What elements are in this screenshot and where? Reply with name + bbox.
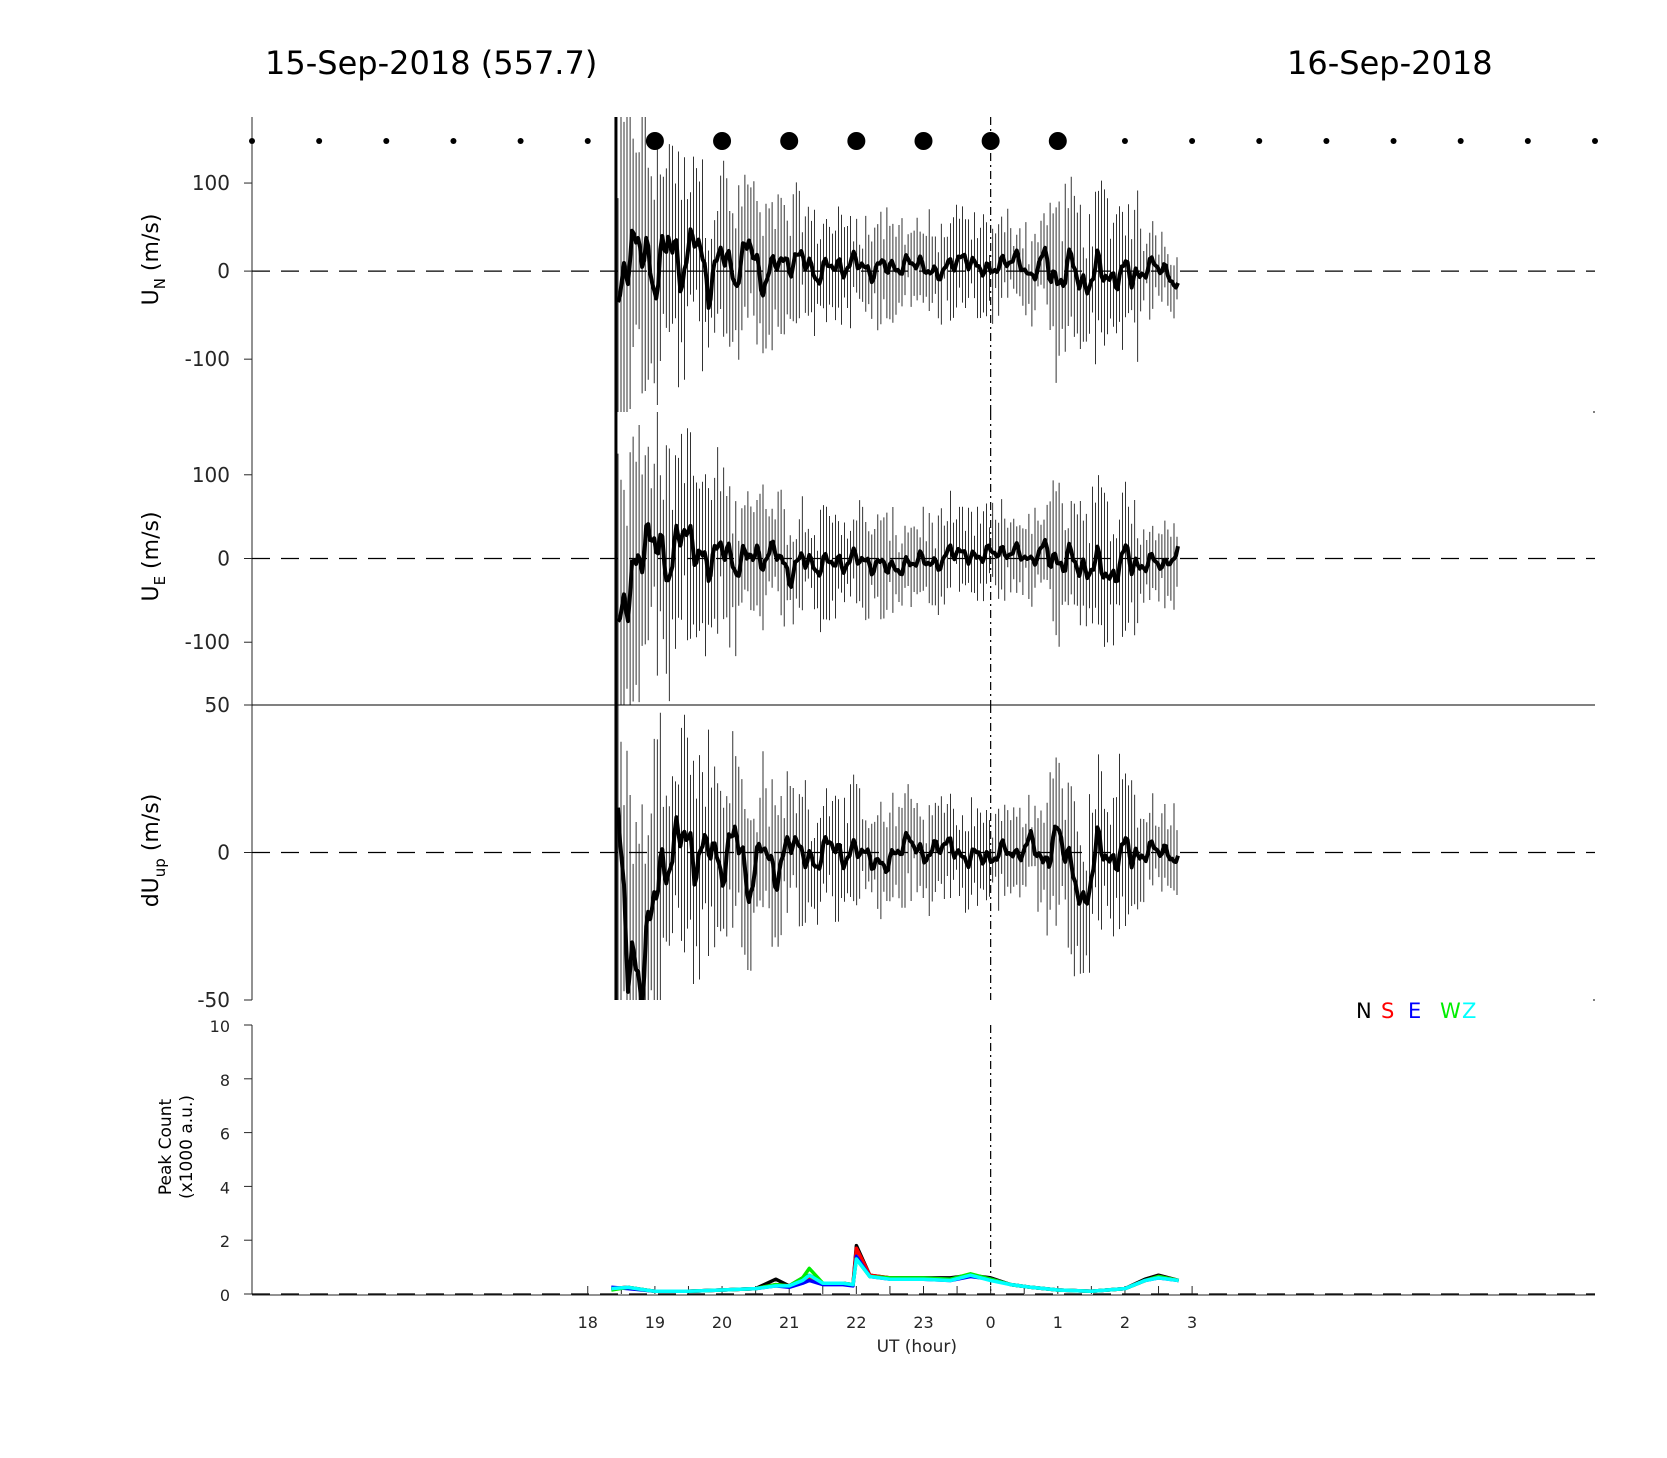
y-tick-label: 8: [220, 1071, 230, 1090]
hour-dot-small: [1189, 138, 1196, 144]
data-layer: [614, 412, 1180, 705]
x-tick-label: 23: [913, 1313, 933, 1332]
y-tick-label: 10: [210, 1017, 230, 1036]
x-tick-label: 20: [712, 1313, 732, 1332]
x-tick-label: 18: [578, 1313, 598, 1332]
hour-dot-large: [780, 132, 799, 150]
series-n: [611, 1243, 1180, 1294]
legend-item-s: S: [1381, 999, 1394, 1023]
series-e: [611, 1254, 1179, 1294]
y-tick-label: 4: [220, 1178, 230, 1197]
hour-dot-small: [1323, 138, 1330, 144]
hour-dot-large: [847, 132, 866, 150]
data-layer: [614, 117, 1180, 412]
y-tick-label: 0: [217, 841, 230, 865]
error-bars: [617, 412, 1178, 705]
panel-ue: 100 0 -100 UE (m/s): [139, 412, 1595, 705]
x-tick-label: 19: [645, 1313, 665, 1332]
panel-un: 100 0 -100 UN (m/s): [139, 117, 1598, 413]
y-axis-label-units: (x1000 a.u.): [177, 1095, 197, 1199]
hour-dot-large: [713, 132, 732, 150]
y-tick-label: 50: [205, 693, 230, 717]
panel-dup: 50 0 -50 dUup (m/s): [139, 693, 1595, 1012]
y-tick-label: -50: [197, 988, 230, 1012]
series-z: [611, 1257, 1179, 1294]
x-tick-label: 2: [1120, 1313, 1130, 1332]
legend-item-w: W: [1440, 999, 1461, 1023]
error-bars: [617, 705, 1178, 1000]
y-axis-label: UE (m/s): [139, 511, 169, 601]
legend-item-e: E: [1408, 999, 1421, 1023]
y-axis-label: dUup (m/s): [139, 794, 169, 908]
series-w: [611, 1257, 1180, 1294]
hour-dot-small: [517, 138, 524, 144]
hour-dot-small: [1592, 138, 1598, 144]
hour-dot-large: [981, 132, 1000, 150]
x-axis-label: UT (hour): [877, 1337, 957, 1357]
x-tick-label: 21: [779, 1313, 799, 1332]
hour-dot-small: [450, 138, 457, 144]
hour-dot-small: [383, 138, 390, 144]
series-line: [616, 227, 1180, 310]
hour-dot-small: [1390, 138, 1397, 144]
y-tick-label: 100: [192, 171, 230, 195]
legend-item-z: Z: [1462, 999, 1476, 1023]
x-tick-label: 3: [1187, 1313, 1197, 1332]
series-s: [611, 1246, 1180, 1294]
y-axis-label: Peak Count: [156, 1099, 176, 1196]
hour-dot-large: [645, 132, 664, 150]
hour-dot-small: [249, 138, 255, 144]
hour-dot-small: [316, 138, 323, 144]
header-left-date: 15-Sep-2018 (557.7): [265, 44, 598, 82]
y-tick-label: 100: [192, 463, 230, 487]
data-layer: [614, 705, 1180, 1000]
y-tick-label: 0: [217, 259, 230, 283]
y-tick-label: 2: [220, 1232, 230, 1251]
hour-dot-small: [1121, 138, 1128, 144]
y-tick-label: 0: [220, 1286, 230, 1305]
hour-dot-small: [584, 138, 591, 144]
hour-dot-small: [1256, 138, 1263, 144]
y-tick-label: -100: [185, 630, 230, 654]
x-tick-label: 22: [846, 1313, 866, 1332]
series-line: [616, 522, 1180, 624]
legend-item-n: N: [1356, 999, 1372, 1023]
x-tick-label: 0: [986, 1313, 996, 1332]
hour-dot-small: [1457, 138, 1464, 144]
y-axis-label: UN (m/s): [139, 214, 169, 306]
y-tick-label: -100: [185, 347, 230, 371]
error-bars: [617, 117, 1178, 412]
hour-dot-large: [1048, 132, 1067, 150]
hour-dot-small: [1524, 138, 1531, 144]
series-line: [616, 807, 1180, 1000]
y-tick-label: 0: [217, 547, 230, 571]
x-tick-label: 1: [1053, 1313, 1063, 1332]
header-right-date: 16-Sep-2018: [1287, 44, 1493, 82]
hour-dot-large: [914, 132, 933, 150]
y-tick-label: 6: [220, 1125, 230, 1144]
